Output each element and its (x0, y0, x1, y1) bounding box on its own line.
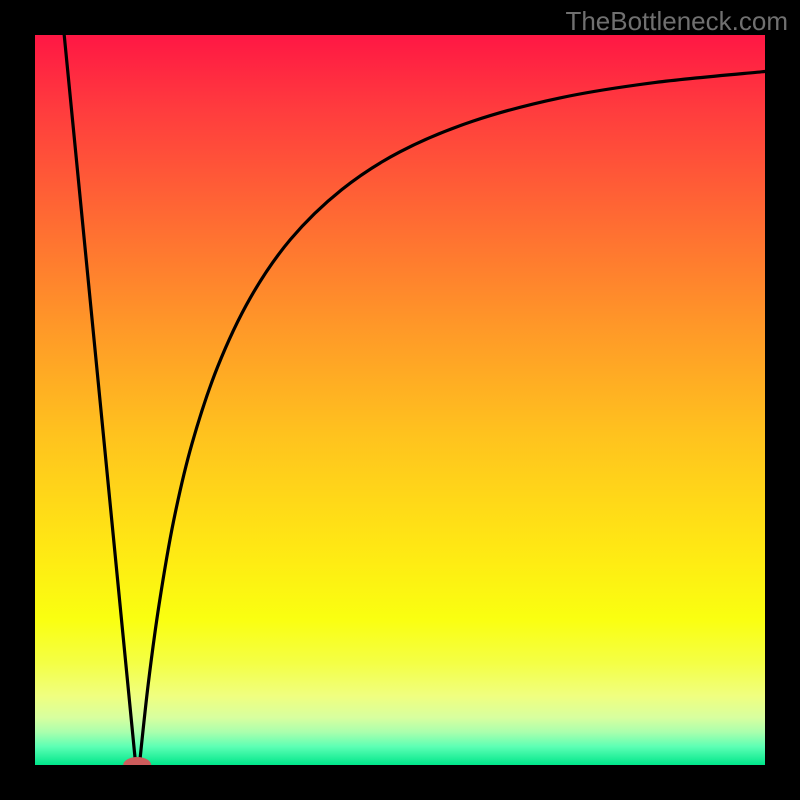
minimum-marker (123, 757, 151, 765)
watermark-text: TheBottleneck.com (565, 6, 788, 37)
plot-area (35, 35, 765, 765)
minimum-marker-layer (35, 35, 765, 765)
chart-container: { "watermark": { "text": "TheBottleneck.… (0, 0, 800, 800)
